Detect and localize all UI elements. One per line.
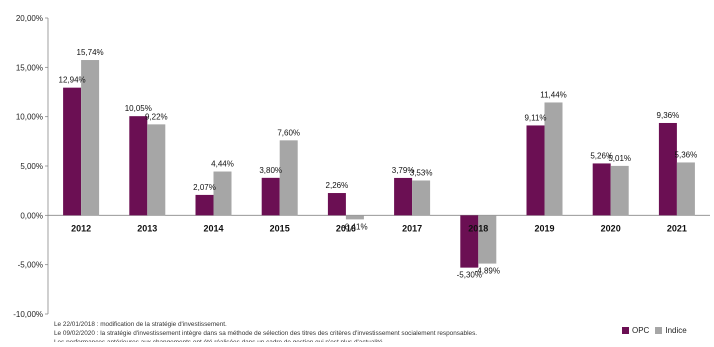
chart-legend: OPC Indice xyxy=(622,326,687,335)
legend-label-indice: Indice xyxy=(665,326,687,335)
value-label-opc-2014: 2,07% xyxy=(193,183,216,192)
disclaimer-notes: Le 22/01/2018 : modification de la strat… xyxy=(54,320,594,342)
legend-item-opc: OPC xyxy=(622,326,649,335)
value-label-opc-2019: 9,11% xyxy=(524,113,546,122)
legend-label-opc: OPC xyxy=(632,326,650,335)
x-tick-label-2020: 2020 xyxy=(601,223,621,233)
bar-indice-2021 xyxy=(676,162,695,216)
note-past-performance: Les performances antérieures aux changem… xyxy=(54,338,594,342)
value-label-opc-2020: 5,26% xyxy=(590,151,613,160)
bar-opc-2014 xyxy=(195,194,214,216)
value-label-indice-2018: -4,89% xyxy=(475,267,500,276)
value-label-indice-2019: 11,44% xyxy=(540,90,567,99)
bar-indice-2018 xyxy=(478,215,497,264)
legend-swatch-indice xyxy=(655,327,663,334)
y-tick-label: 15,00% xyxy=(16,63,43,72)
value-label-opc-2012: 12,94% xyxy=(59,76,86,85)
note-strategy-change-2020: Le 09/02/2020 : la stratégie d'investiss… xyxy=(54,330,478,337)
bar-indice-2014 xyxy=(213,171,232,216)
legend-item-indice: Indice xyxy=(655,326,687,335)
value-label-indice-2014: 4,44% xyxy=(211,160,234,169)
value-label-indice-2015: 7,60% xyxy=(277,128,300,137)
value-label-opc-2021: 9,36% xyxy=(657,111,680,120)
x-tick-label-2017: 2017 xyxy=(402,223,422,233)
x-tick-label-2012: 2012 xyxy=(71,223,91,233)
value-label-opc-2015: 3,80% xyxy=(259,166,282,175)
value-label-indice-2021: 5,36% xyxy=(675,150,698,159)
value-label-opc-2013: 10,05% xyxy=(125,104,152,113)
legend-swatch-opc xyxy=(622,327,629,334)
x-tick-label-2016: 2016 xyxy=(336,223,356,233)
y-tick-label: 5,00% xyxy=(20,162,43,171)
value-label-indice-2017: 3,53% xyxy=(410,169,433,178)
bar-indice-2012 xyxy=(81,60,100,216)
x-tick-label-2019: 2019 xyxy=(534,223,554,233)
bar-opc-2017 xyxy=(394,177,413,216)
x-tick-label-2018: 2018 xyxy=(468,223,488,233)
value-labels-group: 12,94% 15,74% 10,05%9,22% 2,07% 4,44% 3,80% 7,… xyxy=(59,48,698,280)
bar-opc-2018 xyxy=(460,215,479,268)
bar-opc-2016 xyxy=(327,193,346,216)
note-strategy-change-2018: Le 22/01/2018 : modification de la strat… xyxy=(54,321,227,328)
x-tick-label-2015: 2015 xyxy=(270,223,290,233)
bar-opc-2015 xyxy=(261,177,280,216)
y-tick-label: -5,00% xyxy=(18,261,43,270)
x-tick-label-2014: 2014 xyxy=(203,223,223,233)
bar-indice-2019 xyxy=(544,102,563,216)
bar-indice-2017 xyxy=(412,180,431,216)
value-label-indice-2016: -0,41% xyxy=(342,222,367,231)
value-label-opc-2016: 2,26% xyxy=(326,181,349,190)
bar-indice-2015 xyxy=(279,140,298,216)
value-label-opc-2018: -5,30% xyxy=(457,271,482,280)
bar-indice-2013 xyxy=(147,124,166,216)
bar-indice-2020 xyxy=(610,165,629,216)
bar-opc-2019 xyxy=(526,125,545,216)
value-label-indice-2020: 5,01% xyxy=(608,154,631,163)
y-tick-label: -10,00% xyxy=(13,310,43,319)
bar-indice-2016 xyxy=(345,215,364,220)
bar-opc-2020 xyxy=(592,163,611,216)
value-label-indice-2012: 15,74% xyxy=(77,48,104,57)
y-tick-label: 10,00% xyxy=(16,113,43,122)
x-tick-label-2013: 2013 xyxy=(137,223,157,233)
y-tick-label: 0,00% xyxy=(20,211,43,220)
bar-opc-2021 xyxy=(658,122,677,216)
value-label-opc-2017: 3,79% xyxy=(392,166,415,175)
bars-group xyxy=(63,60,695,268)
y-tick-label: 20,00% xyxy=(16,14,43,23)
x-axis-labels-group: 2012 2013 2014 2015 2016 2017 2018 2019 2020 2021 xyxy=(71,223,687,233)
bar-opc-2012 xyxy=(63,87,82,216)
bar-opc-2013 xyxy=(129,116,148,216)
value-label-indice-2013: 9,22% xyxy=(145,112,168,121)
x-tick-label-2021: 2021 xyxy=(667,223,687,233)
